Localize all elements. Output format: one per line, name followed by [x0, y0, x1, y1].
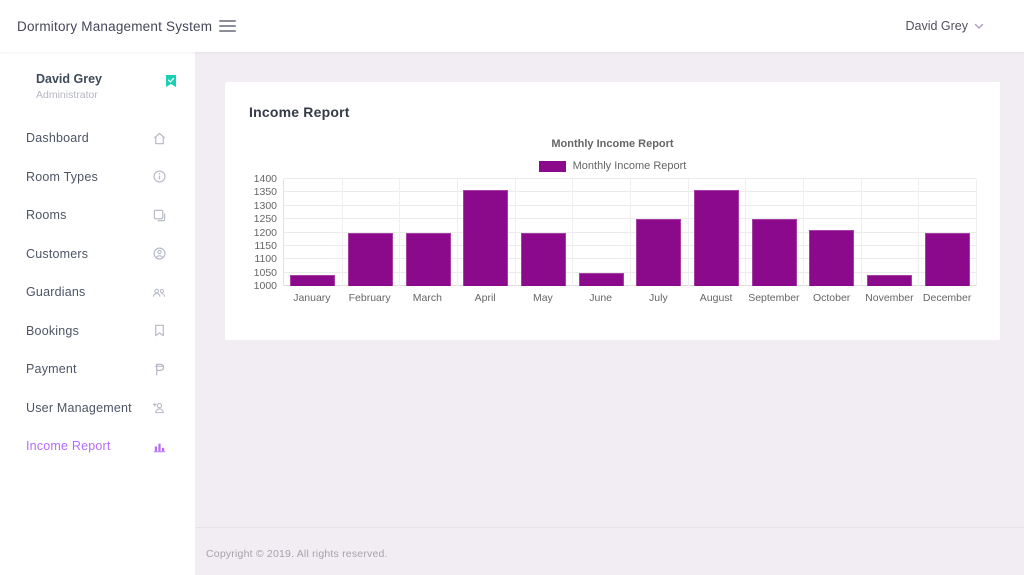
x-tick-label: July: [649, 292, 668, 304]
chart-plot-area: [283, 178, 977, 286]
y-tick-label: 1350: [253, 186, 277, 199]
app-title: Dormitory Management System: [17, 18, 213, 34]
page-title: Income Report: [249, 104, 350, 120]
footer: Copyright © 2019. All rights reserved.: [195, 527, 1024, 575]
sidebar-item-user-management[interactable]: User Management: [0, 389, 195, 428]
y-tick-label: 1150: [254, 239, 277, 252]
bar-chart: 1000 1050 1100 1150 1200 1250 1300 1350 1400: [249, 173, 977, 292]
sidebar-item-dashboard[interactable]: Dashboard: [0, 119, 195, 158]
bar-june[interactable]: [578, 272, 624, 286]
copyright-text: Copyright © 2019. All rights reserved.: [206, 548, 388, 560]
x-tick-label: August: [699, 292, 733, 304]
bar-february[interactable]: [348, 232, 393, 286]
user-menu[interactable]: David Grey: [905, 19, 984, 33]
x-tick-label: October: [812, 292, 851, 304]
guardians-people-icon: [151, 285, 167, 300]
info-icon: [152, 169, 167, 184]
x-tick-label: June: [589, 292, 613, 304]
gridline-vertical: [918, 179, 920, 286]
gridline-vertical: [803, 179, 804, 286]
x-axis: January February March April May June July Augu…: [283, 292, 976, 304]
gridline-vertical: [630, 179, 631, 286]
y-tick-label: 1400: [253, 173, 277, 185]
sidebar-item-income-report[interactable]: Income Report: [0, 427, 195, 466]
sidebar-item-guardians[interactable]: Guardians: [0, 273, 195, 312]
sidebar-item-bookings[interactable]: Bookings: [0, 312, 195, 351]
peso-icon: [152, 362, 167, 377]
sidebar-menu: Dashboard Room Types Rooms Customers: [0, 119, 195, 466]
x-tick-label: November: [865, 292, 914, 304]
y-tick-label: 1000: [253, 280, 277, 292]
chevron-down-icon: [974, 23, 984, 30]
y-tick-label: 1250: [253, 213, 277, 226]
bar-chart-icon: [152, 439, 167, 454]
sidebar: David Grey Administrator Dashboard Room …: [0, 52, 195, 575]
sidebar-item-room-types[interactable]: Room Types: [0, 158, 195, 197]
x-tick-label: April: [474, 292, 496, 304]
bar-august[interactable]: [694, 189, 739, 286]
y-tick-label: 1300: [253, 199, 277, 212]
x-tick-label: May: [532, 292, 553, 304]
sidebar-profile[interactable]: David Grey Administrator: [0, 66, 195, 115]
sidebar-item-payment[interactable]: Payment: [0, 350, 195, 389]
x-tick-label: February: [348, 292, 391, 304]
x-tick-label: September: [748, 292, 800, 304]
x-tick-label: March: [412, 292, 442, 304]
profile-name: David Grey: [36, 72, 103, 86]
income-report-card: Income Report Monthly Income Report Mont…: [225, 82, 1000, 340]
gridline-vertical: [399, 179, 401, 286]
legend-swatch: [538, 160, 566, 172]
gridline-vertical: [457, 179, 458, 286]
chart-title: Monthly Income Report: [551, 138, 674, 150]
bookmark-icon: [152, 323, 167, 338]
y-tick-label: 1200: [253, 226, 277, 239]
y-tick-label: 1050: [253, 266, 277, 279]
bar-december[interactable]: [924, 232, 970, 286]
gridline-vertical: [860, 179, 862, 286]
customer-person-icon: [152, 246, 167, 261]
navbar-user-name: David Grey: [905, 19, 968, 33]
sidebar-item-rooms[interactable]: Rooms: [0, 196, 195, 235]
y-axis: 1000 1050 1100 1150 1200 1250 1300 1350 1400: [249, 173, 283, 292]
bar-march[interactable]: [405, 232, 451, 286]
gridline-vertical: [687, 179, 689, 286]
gridline-horizontal: [284, 178, 976, 179]
gridline-vertical: [514, 179, 516, 286]
gridline-vertical: [745, 179, 747, 286]
bar-may[interactable]: [521, 232, 566, 286]
bar-september[interactable]: [751, 219, 797, 286]
bar-april[interactable]: [463, 189, 509, 286]
gridline-vertical: [572, 179, 574, 286]
x-tick-label: January: [293, 292, 331, 304]
main-content: Income Report Monthly Income Report Mont…: [195, 52, 1024, 575]
rooms-copy-icon: [152, 208, 167, 223]
gridline-vertical: [341, 179, 343, 286]
gridline-vertical: [976, 179, 977, 286]
x-tick-label: December: [922, 292, 972, 304]
bar-july[interactable]: [636, 219, 682, 286]
top-navbar: Dormitory Management System David Grey: [0, 0, 1024, 52]
user-add-icon: [151, 400, 167, 415]
bar-january[interactable]: [290, 275, 336, 286]
verified-check-icon: [165, 74, 177, 88]
sidebar-item-customers[interactable]: Customers: [0, 235, 195, 274]
y-tick-label: 1100: [254, 253, 277, 266]
chart-legend[interactable]: Monthly Income Report: [249, 160, 976, 172]
hamburger-icon[interactable]: [219, 17, 236, 35]
home-icon: [152, 131, 167, 146]
bar-october[interactable]: [809, 229, 855, 286]
bar-november[interactable]: [867, 275, 912, 286]
legend-label: Monthly Income Report: [572, 160, 687, 172]
profile-role: Administrator: [36, 89, 98, 101]
